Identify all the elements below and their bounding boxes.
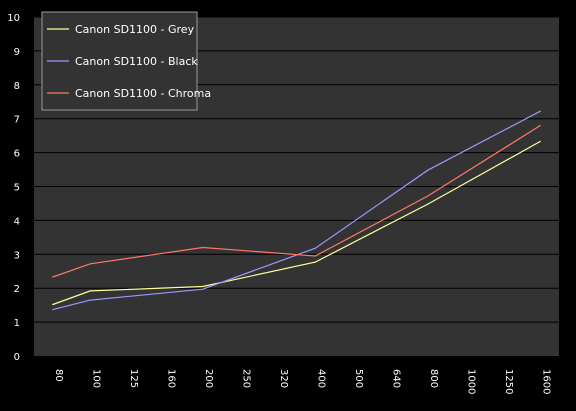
data-point xyxy=(427,169,429,171)
x-tick-label: 400 xyxy=(315,369,326,388)
data-point xyxy=(314,247,316,249)
x-tick-label: 100 xyxy=(90,369,101,388)
y-tick-label: 10 xyxy=(7,13,20,24)
y-tick-label: 2 xyxy=(14,284,20,295)
data-point xyxy=(427,203,429,205)
data-point xyxy=(539,110,541,112)
data-point xyxy=(52,276,54,278)
x-tick-label: 125 xyxy=(128,369,139,388)
x-tick-label: 200 xyxy=(203,369,214,388)
legend: Canon SD1100 - Grey Canon SD1100 - Black C… xyxy=(41,11,211,111)
y-tick-label: 4 xyxy=(14,216,20,227)
data-point xyxy=(314,261,316,263)
y-tick-label: 5 xyxy=(14,183,20,194)
series-line-canon-sd1100-chroma xyxy=(52,124,541,278)
data-point xyxy=(539,140,541,143)
x-tick-label: 80 xyxy=(53,369,64,382)
data-point xyxy=(427,195,429,197)
data-point xyxy=(539,124,541,127)
x-tick-label: 1600 xyxy=(540,369,551,394)
x-axis-ticks: 80 100 125 160 200 250 320 400 500 640 800 1000 1250… xyxy=(53,369,552,394)
x-tick-label: 320 xyxy=(278,369,289,388)
x-tick-label: 250 xyxy=(240,369,251,388)
x-tick-label: 1250 xyxy=(503,369,514,394)
y-tick-label: 9 xyxy=(14,47,20,58)
data-point xyxy=(52,303,54,306)
x-tick-label: 640 xyxy=(390,369,401,388)
x-tick-label: 1000 xyxy=(465,369,476,394)
y-tick-label: 8 xyxy=(14,81,20,92)
data-point xyxy=(314,255,316,257)
y-tick-label: 3 xyxy=(14,250,20,261)
x-tick-label: 160 xyxy=(165,369,176,388)
data-point xyxy=(202,246,204,249)
x-tick-label: 500 xyxy=(353,369,364,388)
series-lines xyxy=(52,110,541,311)
data-point xyxy=(202,288,204,290)
x-tick-label: 800 xyxy=(428,369,439,388)
y-tick-label: 7 xyxy=(14,115,20,126)
data-point xyxy=(202,285,204,288)
series-line-canon-sd1100-black xyxy=(52,110,541,311)
series-line-canon-sd1100-grey xyxy=(52,140,541,306)
data-point xyxy=(89,290,91,292)
data-point xyxy=(52,308,54,311)
y-tick-label: 0 xyxy=(14,352,20,363)
legend-label: Canon SD1100 - Grey xyxy=(75,23,195,36)
legend-label: Canon SD1100 - Chroma xyxy=(75,87,211,100)
legend-label: Canon SD1100 - Black xyxy=(75,55,198,68)
data-point xyxy=(89,299,91,301)
y-tick-label: 6 xyxy=(14,149,20,160)
y-axis-ticks: 0 1 2 3 4 5 6 7 8 9 10 xyxy=(7,13,20,363)
data-point xyxy=(89,263,91,265)
y-tick-label: 1 xyxy=(14,318,20,329)
